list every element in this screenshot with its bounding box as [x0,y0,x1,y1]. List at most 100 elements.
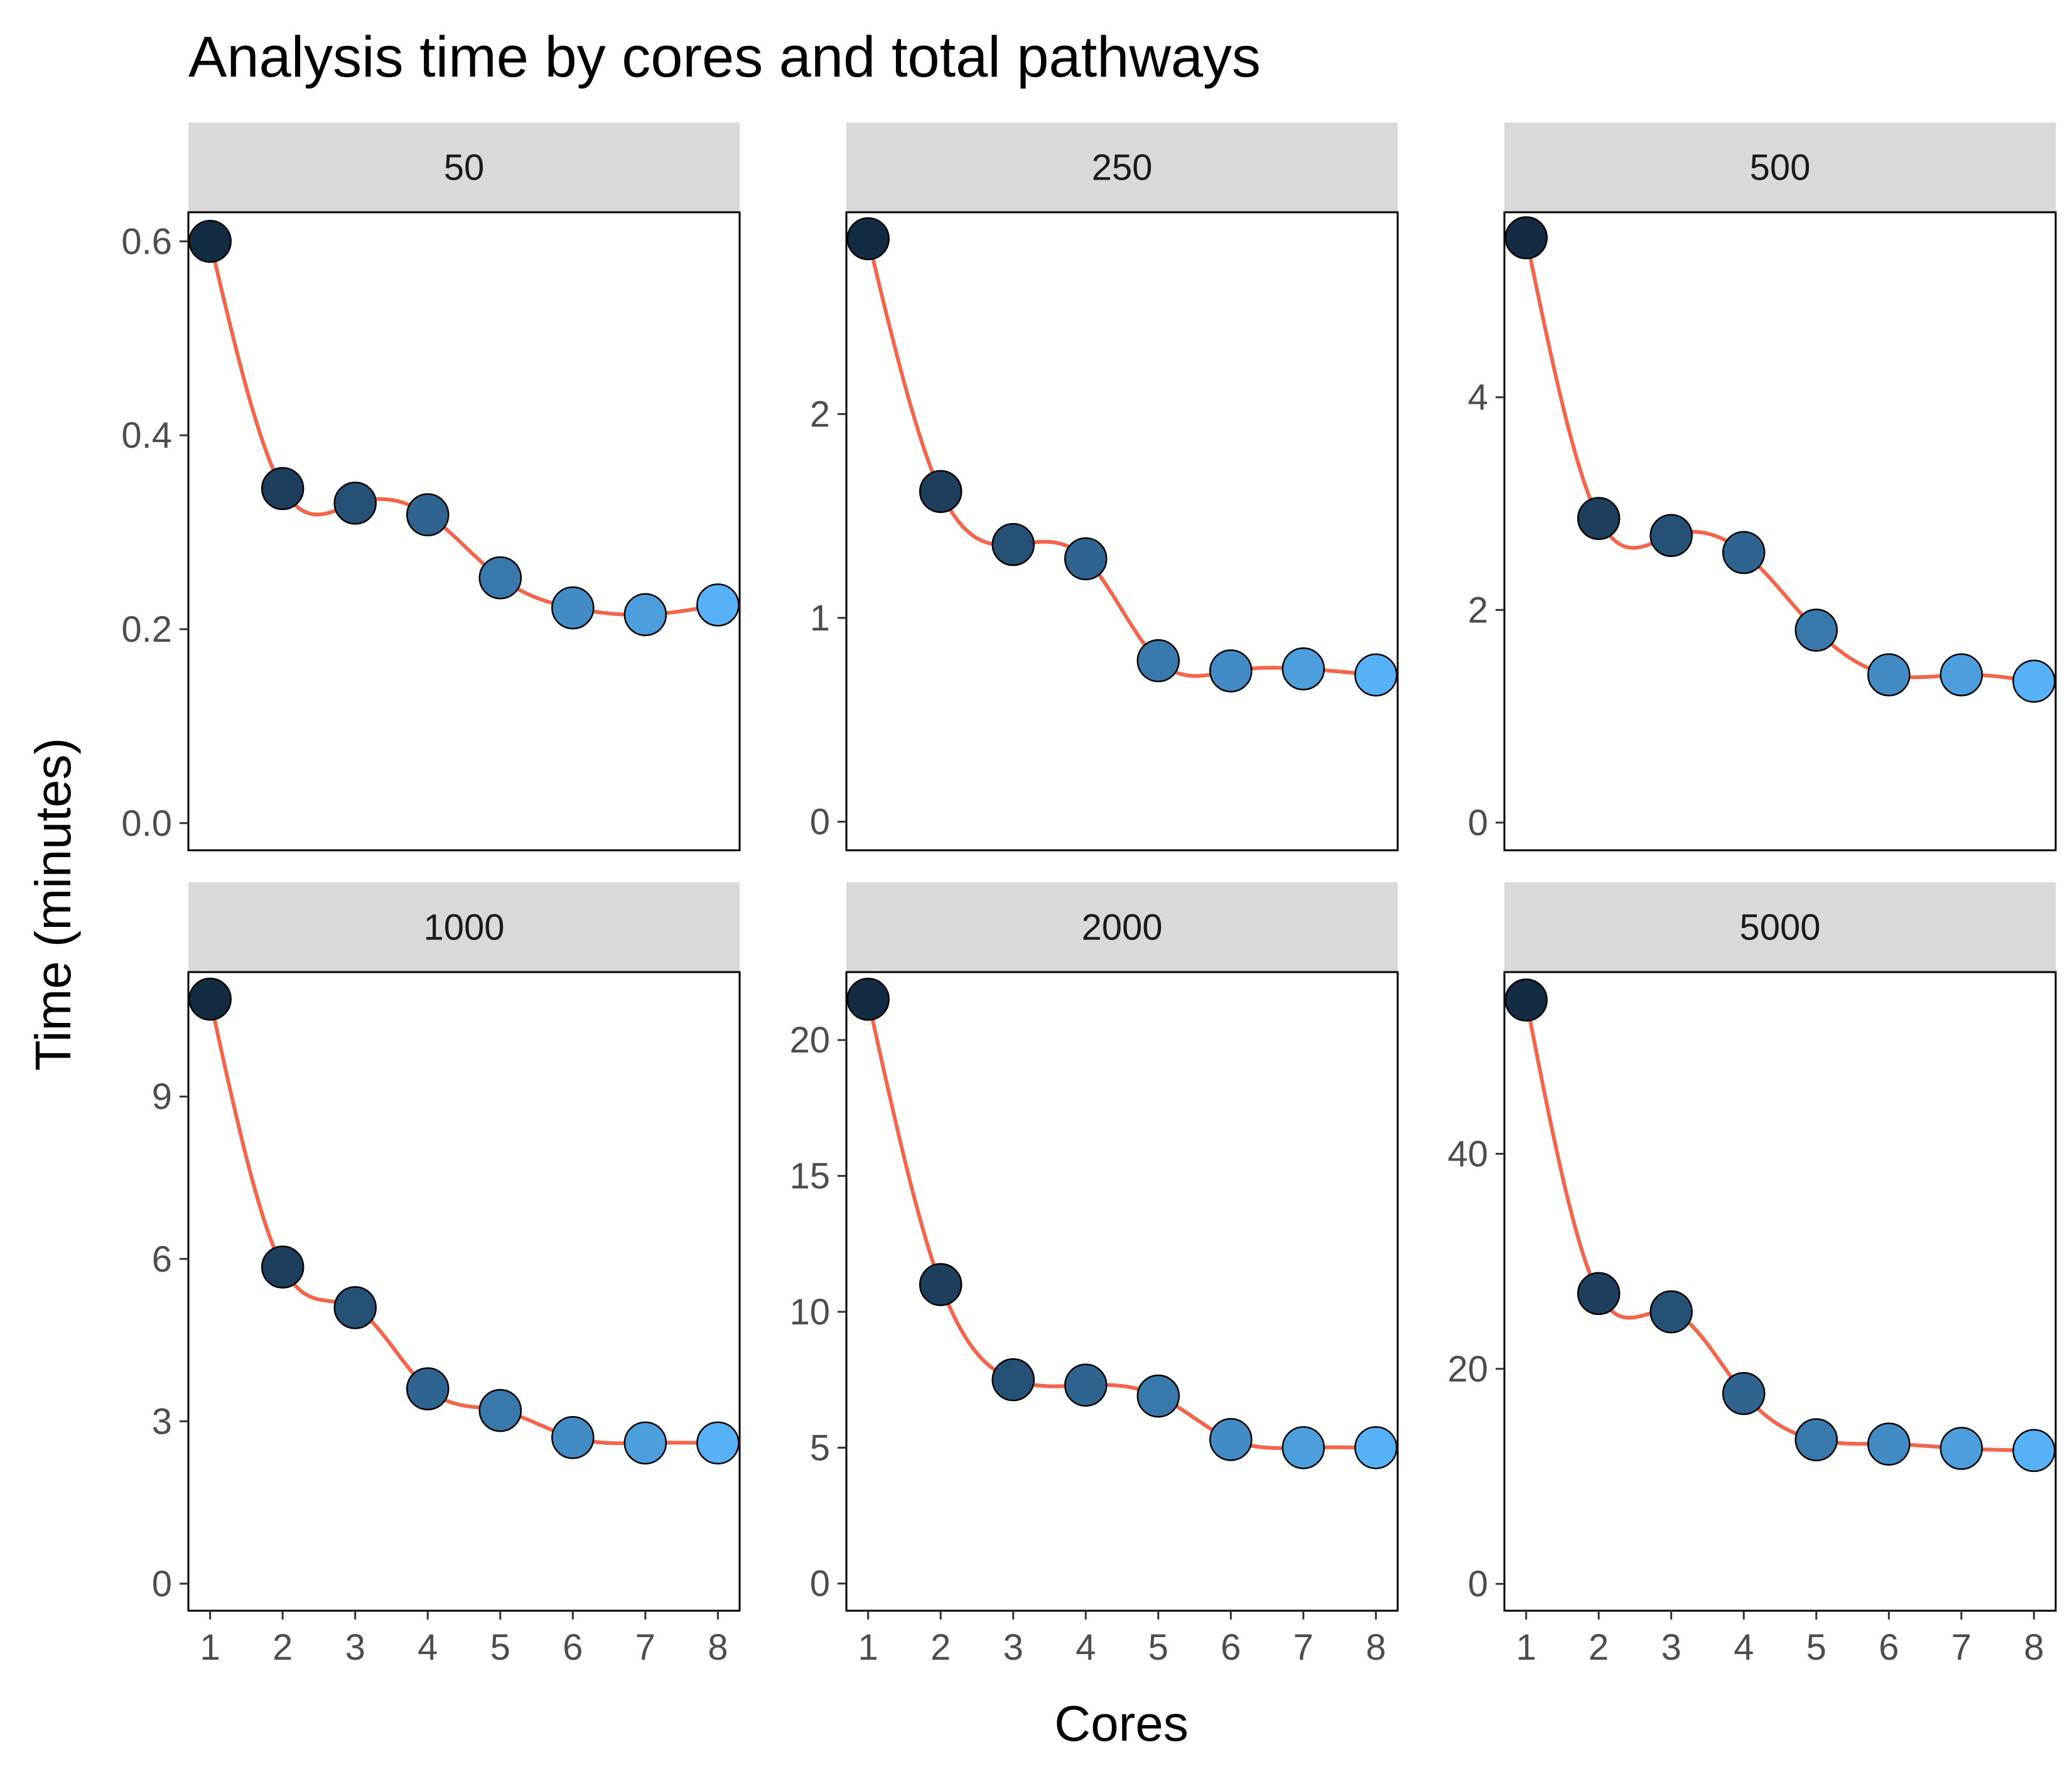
y-tick-label: 15 [789,1156,830,1197]
data-point [1940,1427,1983,1470]
facet-panel-5000: 5000 0 20 40 1 2 3 4 5 6 7 8 [1447,882,2057,1668]
x-tick-label: 2 [1589,1627,1609,1668]
data-point [1209,649,1253,693]
facet-strip-label: 500 [1750,148,1811,188]
y-tick-label: 5 [810,1427,830,1468]
data-point [1209,1418,1253,1461]
data-point [1136,639,1180,683]
x-tick-label: 7 [1293,1627,1314,1668]
data-point [188,220,232,263]
data-point [1867,1422,1911,1466]
data-point [846,978,890,1021]
x-tick-label: 8 [1366,1627,1386,1668]
data-point [406,493,450,537]
data-point [1577,1272,1621,1316]
data-point [261,467,305,511]
data-point [991,522,1035,566]
x-tick-label: 5 [1148,1627,1168,1668]
x-tick-label: 7 [635,1627,656,1668]
y-tick-label: 2 [810,394,830,435]
y-tick-label: 9 [152,1076,172,1117]
y-tick-label: 2 [1468,590,1488,630]
chart-title: Analysis time by cores and total pathway… [188,25,1261,89]
y-tick-label: 40 [1447,1133,1488,1174]
y-tick-label: 4 [1468,377,1488,418]
facet-strip [188,122,740,212]
data-point [1649,514,1693,558]
y-tick-label: 20 [789,1020,830,1061]
panel-background [188,212,740,850]
data-point [623,593,667,637]
data-point [696,583,740,627]
panel-border [1503,211,2057,852]
x-tick-label: 1 [200,1627,220,1668]
y-tick-label: 10 [789,1292,830,1333]
x-tick-label: 3 [1003,1627,1023,1668]
facet-strip [1504,122,2056,212]
x-tick-label: 4 [418,1627,438,1668]
data-point [478,1388,522,1432]
data-point [1940,653,1983,696]
y-tick-label: 0 [810,1564,830,1604]
x-tick-label: 4 [1734,1627,1754,1668]
data-point [1136,1374,1180,1418]
data-point [919,1263,963,1306]
y-axis-title: Time (minutes) [25,738,81,1071]
data-point [478,556,522,600]
y-tick-label: 0 [1468,1564,1488,1604]
y-tick-label: 0.6 [121,221,172,262]
facet-strip [1504,882,2056,972]
facet-panel-50: 50 0.0 0.2 0.4 0.6 [121,122,741,852]
x-axis-title: Cores [1054,1696,1188,1751]
facet-panel-250: 250 0 1 2 [810,122,1399,852]
y-tick-label: 20 [1447,1349,1488,1390]
facet-strip-label: 5000 [1739,907,1820,948]
x-tick-label: 5 [490,1627,510,1668]
y-tick-label: 6 [152,1239,172,1280]
data-point [1354,1426,1398,1469]
data-point [1504,978,1548,1022]
x-tick-label: 2 [931,1627,951,1668]
x-tick-label: 3 [345,1627,365,1668]
y-tick-label: 0 [152,1564,172,1604]
data-point [696,1421,740,1465]
data-point [1354,653,1398,697]
facet-panel-2000: 2000 0 5 10 15 20 1 2 3 4 5 6 7 8 [789,882,1399,1668]
data-point [551,1415,595,1459]
y-tick-label: 0 [1468,803,1488,843]
data-point [919,470,963,513]
data-point [1064,537,1108,581]
panel-border [187,211,741,852]
facet-strip-label: 1000 [423,907,504,948]
x-tick-label: 2 [272,1627,293,1668]
data-point [333,481,377,525]
facet-strip-label: 250 [1092,148,1153,188]
x-tick-label: 8 [708,1627,728,1668]
panel-border [845,211,1399,852]
panel-border [845,971,1399,1612]
x-tick-label: 6 [1879,1627,1899,1668]
data-point [1064,1363,1108,1407]
data-point [1577,497,1621,540]
facet-strip [846,122,1398,212]
data-point [1794,1418,1838,1462]
x-tick-label: 1 [1516,1627,1536,1668]
data-point [991,1358,1035,1402]
panel-background [188,972,740,1611]
data-point [261,1245,305,1289]
data-point [1282,647,1325,691]
y-tick-label: 3 [152,1401,172,1442]
facet-strip [846,882,1398,972]
data-point [333,1286,377,1329]
facet-strip [188,882,740,972]
facet-panel-500: 500 0 2 4 [1468,122,2057,852]
y-tick-label: 0 [810,802,830,843]
x-tick-label: 5 [1806,1627,1826,1668]
data-point [846,217,890,261]
y-tick-label: 0.0 [121,803,172,844]
x-tick-label: 7 [1951,1627,1972,1668]
panel-border [187,971,741,1612]
